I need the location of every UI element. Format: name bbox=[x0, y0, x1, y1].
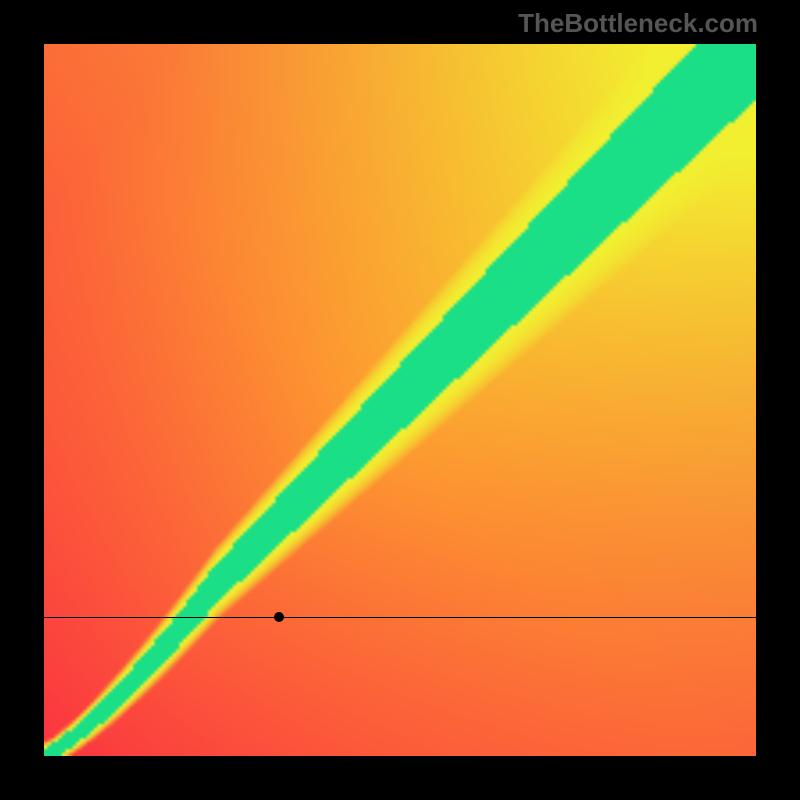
heatmap-canvas bbox=[44, 44, 756, 756]
bottleneck-heatmap bbox=[44, 44, 756, 756]
watermark-text: TheBottleneck.com bbox=[518, 8, 758, 39]
crosshair-horizontal bbox=[44, 617, 756, 618]
selection-marker bbox=[274, 612, 284, 622]
